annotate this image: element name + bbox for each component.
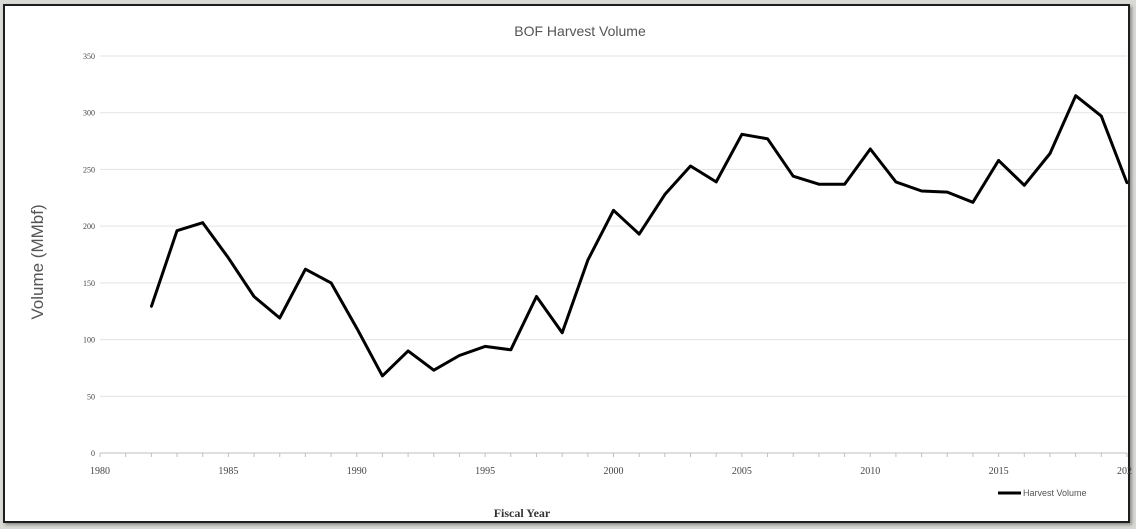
data-point — [535, 295, 538, 298]
legend-label: Harvest Volume — [1023, 488, 1087, 498]
y-tick-label: 200 — [83, 222, 95, 231]
data-point — [201, 221, 204, 224]
data-point — [740, 133, 744, 136]
data-point — [637, 232, 641, 236]
y-tick-label: 50 — [87, 392, 95, 401]
data-point — [1023, 184, 1026, 187]
data-point — [432, 368, 435, 372]
data-point — [175, 229, 179, 232]
data-point — [817, 182, 821, 186]
x-axis — [99, 452, 1128, 457]
data-point — [227, 256, 230, 260]
x-tick-label: 1995 — [475, 466, 495, 477]
y-tick-label: 100 — [83, 336, 95, 345]
chart-title: BOF Harvest Volume — [514, 23, 646, 39]
data-point — [483, 345, 487, 348]
y-tick-label: 150 — [83, 279, 95, 288]
data-point — [329, 281, 333, 285]
x-tick-label: 1985 — [218, 466, 238, 477]
x-tick-label: 2020 — [1117, 466, 1132, 477]
data-point — [304, 268, 307, 271]
data-point — [509, 348, 512, 351]
y-tick-label: 250 — [83, 165, 95, 174]
data-point — [869, 147, 872, 151]
data-point — [1074, 94, 1077, 97]
data-point — [586, 258, 590, 262]
x-tick-label: 1990 — [347, 466, 367, 477]
data-point — [971, 201, 975, 204]
data-point — [715, 180, 718, 184]
chart-frame: 0 50 100 150 200 250 300 350 1980 1985 1990 1995 20… — [3, 4, 1132, 523]
data-point — [381, 374, 384, 378]
series-group — [149, 94, 1129, 378]
data-point — [612, 209, 615, 212]
y-tick-label: 0 — [91, 449, 95, 458]
x-axis-label: Fiscal Year — [494, 506, 551, 520]
data-point — [1048, 152, 1052, 155]
data-point — [663, 193, 667, 196]
data-point — [792, 175, 795, 178]
x-tick-label: 2015 — [989, 466, 1009, 477]
line-chart: 0 50 100 150 200 250 300 350 1980 1985 1990 1995 20… — [28, 23, 1132, 520]
data-point — [689, 164, 692, 168]
series-line-harvest-volume — [149, 94, 1129, 378]
data-point — [1125, 181, 1129, 185]
data-point — [766, 137, 769, 141]
legend: Harvest Volume — [998, 488, 1087, 498]
data-point — [406, 349, 410, 353]
data-point — [355, 327, 358, 330]
gridlines — [100, 55, 1127, 397]
y-tick-label: 350 — [83, 52, 95, 61]
y-tick-label: 300 — [83, 109, 95, 118]
data-point — [1100, 114, 1103, 118]
x-tick-label: 1980 — [90, 466, 110, 477]
data-point — [946, 190, 949, 194]
y-axis-ticks: 0 50 100 150 200 250 300 350 — [83, 52, 95, 458]
data-point — [920, 189, 923, 193]
data-point — [278, 316, 281, 320]
x-axis-ticks: 1980 1985 1990 1995 2000 2005 2010 2015 2020 — [90, 466, 1132, 477]
data-point — [997, 159, 1000, 162]
data-point — [894, 180, 898, 184]
x-tick-label: 2010 — [860, 466, 880, 477]
data-point — [843, 182, 846, 186]
x-tick-label: 2005 — [732, 466, 752, 477]
y-axis-label: Volume (MMbf) — [28, 204, 47, 319]
data-point — [150, 305, 153, 308]
data-point — [560, 331, 564, 334]
x-tick-label: 2000 — [604, 466, 624, 477]
data-point — [458, 354, 461, 357]
data-point — [252, 295, 256, 298]
